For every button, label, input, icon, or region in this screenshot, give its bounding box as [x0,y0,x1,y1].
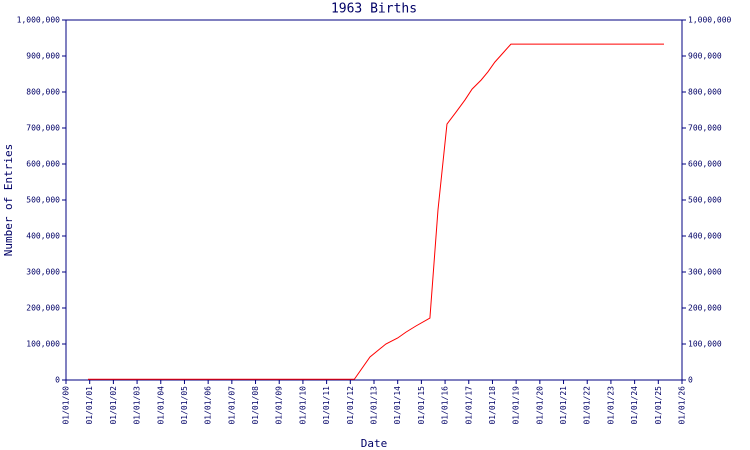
y2-tick-label: 900,000 [688,52,722,61]
data-line [88,43,664,380]
x-tick-label: 01/01/12 [346,386,355,425]
x-tick-label: 01/01/24 [630,386,639,425]
y2-tick-label: 1,000,000 [688,16,732,25]
x-axis-title: Date [361,437,388,450]
y-tick-label: 500,000 [26,196,60,205]
x-tick-label: 01/01/17 [464,386,473,425]
x-tick-label: 01/01/21 [559,386,568,425]
x-tick-label: 01/01/02 [109,386,118,425]
x-tick-label: 01/01/20 [535,386,544,425]
x-tick-label: 01/01/09 [275,386,284,425]
x-tick-label: 01/01/03 [133,386,142,425]
x-tick-label: 01/01/08 [251,386,260,425]
y-tick-label: 200,000 [26,304,60,313]
y-tick-label: 0 [55,376,60,385]
y2-tick-label: 500,000 [688,196,722,205]
x-tick-label: 01/01/19 [512,386,521,425]
x-tick-label: 01/01/11 [322,386,331,425]
y2-tick-label: 400,000 [688,232,722,241]
y2-tick-label: 700,000 [688,124,722,133]
y-tick-label: 700,000 [26,124,60,133]
chart-title: 1963 Births [331,2,417,17]
x-tick-label: 01/01/10 [298,386,307,425]
y2-tick-label: 300,000 [688,268,722,277]
x-tick-label: 01/01/01 [85,386,94,425]
y-tick-label: 600,000 [26,160,60,169]
x-tick-label: 01/01/16 [441,386,450,425]
x-tick-label: 01/01/25 [654,386,663,425]
y-tick-label: 400,000 [26,232,60,241]
x-tick-label: 01/01/15 [417,386,426,425]
y-tick-label: 300,000 [26,268,60,277]
plot-frame [65,19,683,381]
y-tick-label: 800,000 [26,88,60,97]
x-tick-label: 01/01/23 [606,386,615,425]
x-tick-label: 01/01/06 [204,386,213,425]
y2-tick-label: 200,000 [688,304,722,313]
x-tick-label: 01/01/14 [393,386,402,425]
x-tick-label: 01/01/26 [678,386,687,425]
y2-tick-label: 100,000 [688,340,722,349]
x-tick-label: 01/01/07 [227,386,236,425]
y-axis-title: Number of Entries [2,144,15,257]
y-tick-label: 100,000 [26,340,60,349]
y2-tick-label: 600,000 [688,160,722,169]
x-tick-label: 01/01/18 [488,386,497,425]
y2-tick-label: 800,000 [688,88,722,97]
y-tick-label: 900,000 [26,52,60,61]
x-tick-label: 01/01/22 [583,386,592,425]
y-tick-label: 1,000,000 [17,16,61,25]
x-tick-label: 01/01/13 [370,386,379,425]
y2-tick-label: 0 [688,376,693,385]
x-tick-label: 01/01/00 [62,386,71,425]
x-tick-label: 01/01/05 [180,386,189,425]
x-tick-label: 01/01/04 [156,386,165,425]
